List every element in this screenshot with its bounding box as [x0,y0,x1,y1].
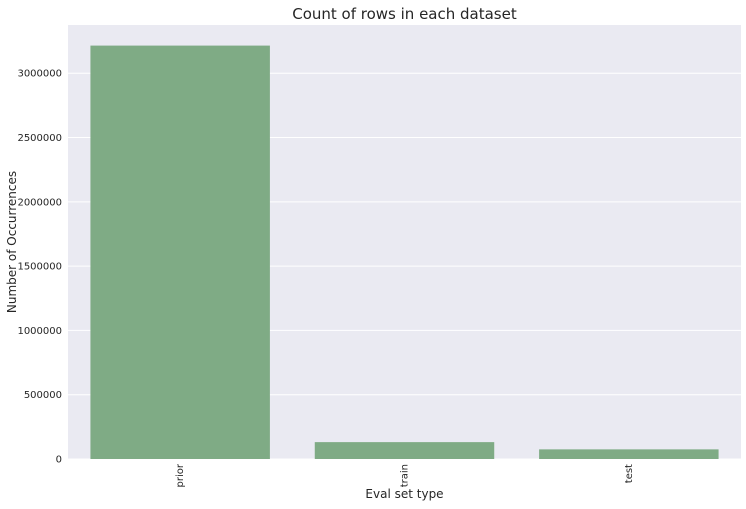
y-tick-label: 1000000 [17,326,62,337]
y-tick-label: 2500000 [17,133,62,144]
bar-prior [90,45,270,460]
y-tick-label: 3000000 [17,69,62,80]
y-tick-label: 1500000 [17,262,62,273]
x-tick-label: train [400,464,411,487]
y-tick-labels: 0 500000 1000000 1500000 2000000 2500000 30000… [17,69,62,466]
bar-train [314,442,495,459]
y-tick-label: 0 [56,455,62,466]
bars [90,45,719,460]
chart-title: Count of rows in each dataset [292,5,517,23]
y-axis-label: Number of Occurrences [5,171,19,313]
x-tick-labels: prior train test [175,463,635,487]
y-tick-label: 500000 [24,390,62,401]
x-axis-label: Eval set type [365,487,443,501]
x-tick-label: test [624,464,635,483]
x-tick-label: prior [175,463,186,487]
bar-test [539,449,719,459]
y-tick-label: 2000000 [17,197,62,208]
